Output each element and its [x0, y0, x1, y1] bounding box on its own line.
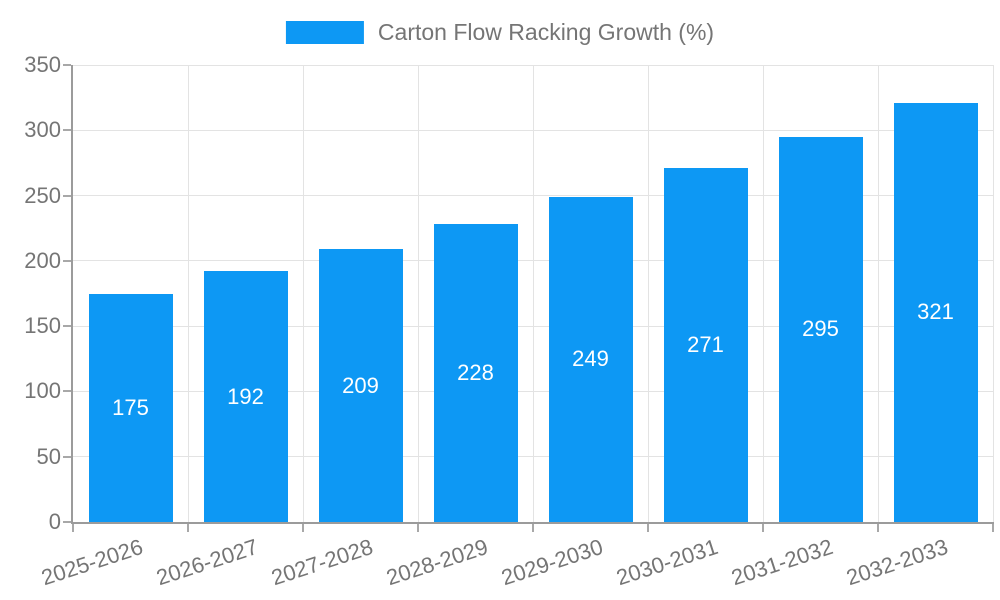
y-axis-tick [63, 325, 71, 328]
y-axis-tick [63, 259, 71, 262]
bar [318, 249, 403, 522]
y-axis-tick [63, 129, 71, 132]
bar-value-label: 192 [227, 383, 264, 409]
bar-value-label: 271 [687, 332, 724, 358]
bar [778, 136, 863, 522]
legend-swatch-icon [285, 21, 364, 44]
y-axis-line [71, 65, 73, 524]
x-axis-tick-label: 2030-2031 [613, 534, 722, 591]
gridline-vertical [877, 65, 879, 522]
x-axis-tick-label: 2032-2033 [843, 534, 952, 591]
legend-label: Carton Flow Racking Growth (%) [377, 19, 715, 45]
bar [893, 102, 978, 522]
x-axis-tick [877, 524, 879, 532]
y-axis-tick [63, 521, 71, 523]
y-axis-tick-label: 100 [24, 378, 61, 404]
gridline-vertical [417, 65, 419, 522]
x-axis-tick [992, 524, 994, 532]
y-axis-tick [63, 455, 71, 458]
bar-value-label: 228 [457, 360, 494, 386]
bar [88, 293, 173, 522]
y-axis-tick [63, 194, 71, 197]
bar-value-label: 321 [917, 299, 954, 325]
y-axis-tick [63, 390, 71, 393]
x-axis-line [71, 522, 994, 524]
bar [433, 224, 518, 522]
x-axis-tick [187, 524, 189, 532]
bar-value-label: 175 [112, 394, 149, 420]
x-axis-tick-label: 2027-2028 [268, 534, 377, 591]
y-axis-tick-label: 250 [24, 182, 61, 208]
x-axis-tick [532, 524, 534, 532]
x-axis-tick [302, 524, 304, 532]
x-axis-tick-label: 2028-2029 [383, 534, 492, 591]
y-axis-tick-label: 0 [48, 509, 61, 534]
gridline-vertical [532, 65, 534, 522]
bar [203, 271, 288, 522]
x-axis-tick [417, 524, 419, 532]
gridline-vertical [187, 65, 189, 522]
bar-value-label: 249 [572, 346, 609, 372]
chart-legend: Carton Flow Racking Growth (%) [285, 19, 715, 46]
x-axis-tick [72, 524, 74, 532]
x-axis-tick-label: 2026-2027 [153, 534, 262, 591]
gridline-vertical [302, 65, 304, 522]
gridline-vertical [762, 65, 764, 522]
y-axis-tick-label: 150 [24, 313, 61, 339]
bar-value-label: 209 [342, 372, 379, 398]
y-axis-tick-label: 300 [24, 117, 61, 143]
x-axis-tick-label: 2031-2032 [728, 534, 837, 591]
x-axis-tick-label: 2025-2026 [38, 534, 147, 591]
gridline-vertical [992, 65, 994, 522]
y-axis-tick-label: 350 [24, 52, 61, 77]
bar [548, 196, 633, 522]
bar-value-label: 295 [802, 316, 839, 342]
bar [663, 168, 748, 522]
x-axis-tick-label: 2029-2030 [498, 534, 607, 591]
x-axis-tick [762, 524, 764, 532]
y-axis-tick-label: 200 [24, 247, 61, 273]
y-axis-tick-label: 50 [36, 443, 61, 469]
plot-area: 0 50 100 150 200 250 300 350 175 2025-2026 192 2026… [24, 52, 994, 590]
x-axis-tick [647, 524, 649, 532]
gridline-vertical [647, 65, 649, 522]
y-axis-tick [63, 64, 71, 66]
